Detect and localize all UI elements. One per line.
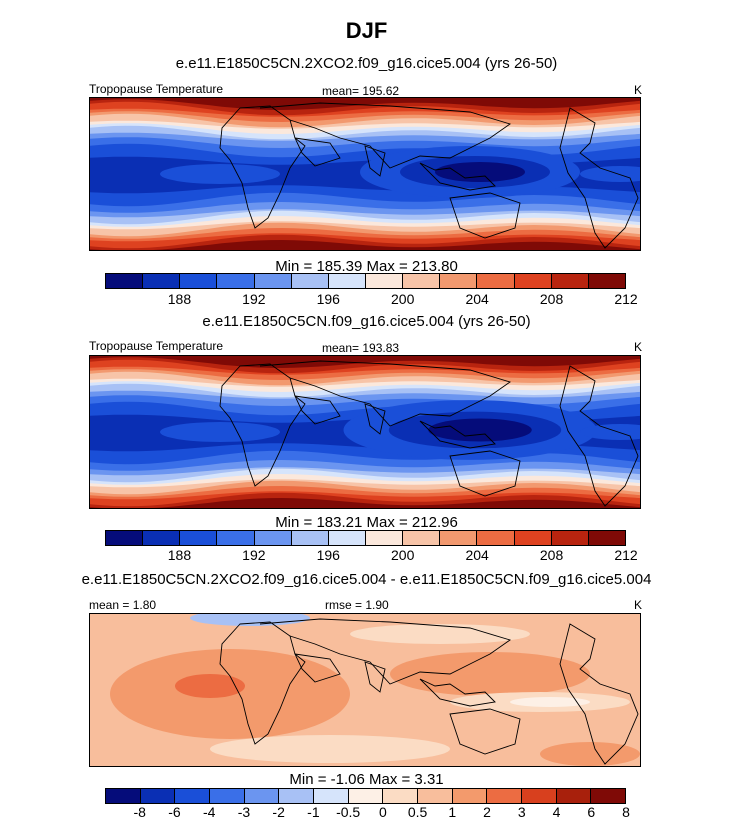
colorbar-swatch xyxy=(142,531,180,545)
colorbar-swatch xyxy=(179,274,217,288)
colorbar-swatch xyxy=(139,789,175,803)
colorbar-swatch xyxy=(555,789,591,803)
colorbar-tick-label: 196 xyxy=(316,291,340,307)
colorbar-swatch xyxy=(174,789,210,803)
colorbar-swatch xyxy=(513,274,551,288)
case-title-2: e.e11.E1850C5CN.f09_g16.cice5.004 (yrs 2… xyxy=(202,313,531,330)
map-panel-3 xyxy=(89,613,641,767)
colorbar-tick-label: 1 xyxy=(448,804,457,820)
colorbar-swatch xyxy=(253,274,291,288)
colorbar-swatch xyxy=(486,789,522,803)
colorbar-swatch xyxy=(417,789,452,803)
colorbar-swatch xyxy=(106,274,143,288)
colorbar-swatch xyxy=(278,789,314,803)
colorbar-tick-label: 192 xyxy=(242,291,266,307)
colorbar-swatch xyxy=(216,531,254,545)
map-panel-2 xyxy=(89,355,641,509)
colorbar-swatch xyxy=(590,789,626,803)
plot-title: DJF xyxy=(345,18,388,43)
minmax-1: Min = 185.39 Max = 213.80 xyxy=(275,258,458,275)
case-title-1: e.e11.E1850C5CN.2XCO2.f09_g16.cice5.004 … xyxy=(175,55,558,72)
minmax-3: Min = -1.06 Max = 3.31 xyxy=(289,771,444,788)
colorbar-swatch xyxy=(476,531,514,545)
colorbar-tick-label: 0.5 xyxy=(407,804,428,820)
colorbar-swatch xyxy=(142,274,180,288)
map-panel-1 xyxy=(89,97,641,251)
colorbar-swatch xyxy=(347,789,383,803)
colorbar-tick-label: -6 xyxy=(168,804,181,820)
colorbar-swatch xyxy=(364,531,403,545)
colorbar-tick-label: -1 xyxy=(307,804,320,820)
variable-label-2: Tropopause Temperature xyxy=(89,339,224,353)
colorbar-tick-label: 200 xyxy=(391,291,415,307)
colorbar-swatch xyxy=(243,789,279,803)
colorbar-swatch xyxy=(439,274,477,288)
colorbar-tick-label: 4 xyxy=(552,804,561,820)
colorbar-swatch xyxy=(290,531,328,545)
colorbar-tick-label: 196 xyxy=(316,547,340,563)
colorbar-swatch xyxy=(106,531,143,545)
colorbar-swatch xyxy=(253,531,291,545)
variable-label-1: Tropopause Temperature xyxy=(89,82,224,96)
colorbar-tick-label: 188 xyxy=(167,547,192,563)
case-title-3: e.e11.E1850C5CN.2XCO2.f09_g16.cice5.004 … xyxy=(81,571,652,588)
colorbar-swatch xyxy=(439,531,477,545)
colorbar-ticks-2: 188 192 196 200 204 208 212 xyxy=(105,547,638,565)
units-label-2: K xyxy=(634,340,643,354)
colorbar-tick-label: 204 xyxy=(465,291,489,307)
colorbar-swatch xyxy=(327,274,365,288)
colorbar-swatch xyxy=(476,274,514,288)
units-label-1: K xyxy=(634,83,643,97)
colorbar-swatch xyxy=(451,789,487,803)
colorbar-swatch xyxy=(382,789,418,803)
colorbar-tick-label: 0 xyxy=(378,804,387,820)
colorbar-ticks-3: -8 -6 -4 -3 -2 -1 -0.5 0 0.5 1 2 3 4 6 8 xyxy=(105,804,629,822)
mean-label-1: mean= 195.62 xyxy=(322,84,400,98)
units-label-3: K xyxy=(634,598,643,612)
colorbar-tick-label: 8 xyxy=(622,804,630,820)
colorbar-2 xyxy=(105,530,626,546)
colorbar-tick-label: 212 xyxy=(614,291,638,307)
colorbar-swatch xyxy=(327,531,365,545)
colorbar-tick-label: 6 xyxy=(587,804,596,820)
colorbar-tick-label: -0.5 xyxy=(336,804,361,820)
mean-label-2: mean= 193.83 xyxy=(322,341,400,355)
colorbar-tick-label: -2 xyxy=(272,804,285,820)
colorbar-swatch xyxy=(587,531,625,545)
colorbar-swatch xyxy=(106,789,140,803)
colorbar-ticks-1: 188 192 196 200 204 208 212 xyxy=(105,291,638,309)
colorbar-1 xyxy=(105,273,626,289)
colorbar-tick-label: 212 xyxy=(614,547,638,563)
colorbar-tick-label: 208 xyxy=(539,547,564,563)
colorbar-tick-label: 204 xyxy=(465,547,489,563)
colorbar-tick-label: 2 xyxy=(483,804,491,820)
colorbar-swatch xyxy=(364,274,403,288)
colorbar-swatch xyxy=(521,789,556,803)
colorbar-swatch xyxy=(402,274,440,288)
colorbar-tick-label: 3 xyxy=(517,804,526,820)
rmse-label-3: rmse = 1.90 xyxy=(325,598,389,612)
mean-label-3: mean = 1.80 xyxy=(89,598,157,612)
colorbar-tick-label: -3 xyxy=(237,804,251,820)
colorbar-swatch xyxy=(313,789,348,803)
colorbar-swatch xyxy=(216,274,254,288)
colorbar-swatch xyxy=(179,531,217,545)
colorbar-swatch xyxy=(550,274,588,288)
colorbar-swatch xyxy=(290,274,328,288)
colorbar-3 xyxy=(105,788,626,804)
colorbar-swatch xyxy=(513,531,551,545)
colorbar-swatch xyxy=(587,274,625,288)
colorbar-tick-label: -4 xyxy=(202,804,216,820)
minmax-2: Min = 183.21 Max = 212.96 xyxy=(275,514,458,531)
colorbar-swatch xyxy=(402,531,440,545)
colorbar-tick-label: 208 xyxy=(539,291,564,307)
colorbar-swatch xyxy=(550,531,588,545)
colorbar-tick-label: -8 xyxy=(133,804,146,820)
colorbar-tick-label: 192 xyxy=(242,547,266,563)
colorbar-tick-label: 188 xyxy=(167,291,192,307)
colorbar-tick-label: 200 xyxy=(391,547,415,563)
colorbar-swatch xyxy=(209,789,244,803)
